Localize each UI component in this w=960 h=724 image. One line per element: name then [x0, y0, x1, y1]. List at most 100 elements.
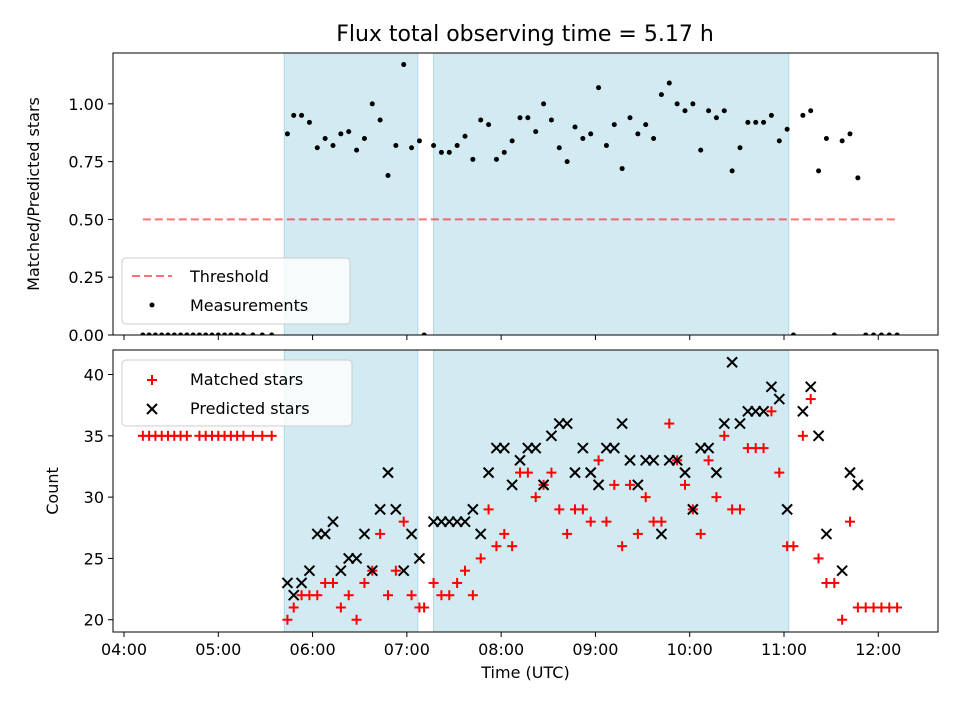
predicted-star-marker: [366, 564, 378, 577]
measurement-point: [228, 332, 234, 335]
xtick-label: 08:00: [478, 640, 524, 659]
matched-star-marker: [601, 516, 612, 527]
matched-star-marker: [625, 479, 635, 490]
measurement-point: [203, 332, 209, 335]
matched-star-marker: [758, 443, 769, 454]
predicted-star-marker-b: [616, 417, 628, 430]
matched-star-marker: [491, 541, 502, 552]
measurement-point: [509, 138, 515, 144]
matched-star-marker: [238, 430, 249, 441]
predicted-star-marker-b: [592, 479, 605, 491]
top-ytick-label: 0.75: [68, 153, 104, 172]
measurement-point: [234, 332, 240, 335]
predicted-star-marker-b: [537, 479, 550, 491]
bottom-ytick-label: 20: [84, 611, 104, 630]
predicted-star-marker: [569, 466, 581, 479]
predicted-star-marker: [390, 503, 402, 516]
predicted-star-marker: [734, 417, 746, 430]
matched-star-marker: [343, 590, 354, 601]
measurement-point: [886, 332, 892, 335]
predicted-star-marker: [702, 442, 715, 454]
measurement-point: [478, 117, 484, 123]
predicted-star-marker: [358, 528, 371, 540]
matched-star-marker: [711, 492, 722, 503]
predicted-star-marker-b: [335, 564, 347, 577]
measurement-point: [619, 166, 625, 172]
predicted-star-marker-b: [702, 442, 715, 454]
legend-measurements-swatch: [149, 302, 155, 308]
legend-matched-swatch: [147, 375, 157, 385]
top-ytick-label: 0.00: [68, 326, 104, 345]
xtick-label: 12:00: [855, 640, 901, 659]
predicted-star-marker: [773, 393, 785, 405]
measurement-point: [658, 92, 664, 98]
measurement-point: [416, 138, 422, 144]
predicted-star-marker-b: [374, 503, 386, 516]
predicted-star-marker-b: [608, 442, 620, 454]
predicted-star-marker-b: [679, 466, 691, 479]
matched-star-marker: [312, 590, 323, 601]
measurement-point: [580, 136, 586, 142]
predicted-star-marker-b: [734, 417, 746, 430]
predicted-star-marker: [671, 454, 683, 467]
top-panel: 0.00 0.25 0.50 0.75 1.00 Matched/Predicted st…: [24, 52, 939, 345]
legend-matched-label: Matched stars: [190, 370, 303, 389]
matched-star-marker: [695, 528, 706, 539]
predicted-star-marker: [710, 466, 723, 479]
matched-star-marker: [359, 577, 370, 588]
measurement-point: [409, 145, 415, 151]
xtick-label: 05:00: [195, 640, 241, 659]
predicted-star-marker: [781, 503, 793, 516]
bottom-legend: Matched stars Predicted stars: [121, 359, 353, 427]
measurement-point: [596, 85, 602, 91]
predicted-star-marker-b: [327, 515, 339, 528]
predicted-star-marker-b: [405, 528, 418, 540]
matched-star-marker: [390, 565, 401, 576]
matched-star-marker: [398, 516, 409, 527]
measurement-point: [572, 124, 578, 130]
predicted-star-marker: [506, 479, 518, 491]
predicted-star-marker: [467, 503, 479, 516]
matched-star-marker: [892, 602, 903, 613]
matched-star-marker: [460, 565, 470, 576]
matched-star-marker: [797, 430, 808, 441]
predicted-star-marker: [812, 430, 825, 442]
bottom-panel: 20 25 30 35 40 04:00 05:00 06:00 07:00 08:00 09:00…: [43, 349, 939, 682]
matched-star-marker: [257, 430, 268, 441]
matched-star-marker: [609, 479, 620, 490]
measurement-point: [651, 136, 657, 142]
top-ylabel: Matched/Predicted stars: [24, 97, 43, 291]
bottom-shaded-interval: [433, 349, 790, 633]
measurement-point: [729, 168, 735, 174]
predicted-star-marker: [374, 503, 386, 516]
matched-star-marker: [774, 467, 785, 478]
measurement-point: [541, 101, 547, 107]
measurement-point: [808, 108, 814, 114]
predicted-star-marker-b: [757, 405, 770, 418]
measurement-point: [894, 332, 900, 335]
bottom-ytick-label: 40: [84, 366, 104, 385]
matched-star-marker: [593, 455, 604, 466]
predicted-star-marker-b: [288, 589, 300, 601]
measurement-point: [761, 119, 767, 125]
predicted-star-marker: [530, 442, 542, 454]
measurement-point: [831, 332, 837, 335]
measurement-point: [152, 332, 158, 335]
measurement-point: [548, 117, 554, 123]
measurement-point: [215, 332, 221, 335]
predicted-star-marker: [398, 564, 410, 577]
matched-star-marker: [632, 528, 643, 539]
predicted-star-marker: [498, 442, 510, 454]
predicted-star-marker: [537, 479, 550, 491]
predicted-star-marker-b: [514, 454, 526, 467]
xtick-label: 11:00: [761, 640, 807, 659]
measurement-point: [706, 108, 712, 114]
measurement-point: [745, 119, 751, 125]
matched-star-marker: [805, 394, 816, 405]
predicted-star-marker-b: [498, 442, 510, 454]
xtick-label: 04:00: [101, 640, 147, 659]
measurement-point: [209, 332, 215, 335]
measurement-point: [222, 332, 228, 335]
measurement-point: [486, 122, 492, 128]
measurement-point: [361, 136, 367, 142]
